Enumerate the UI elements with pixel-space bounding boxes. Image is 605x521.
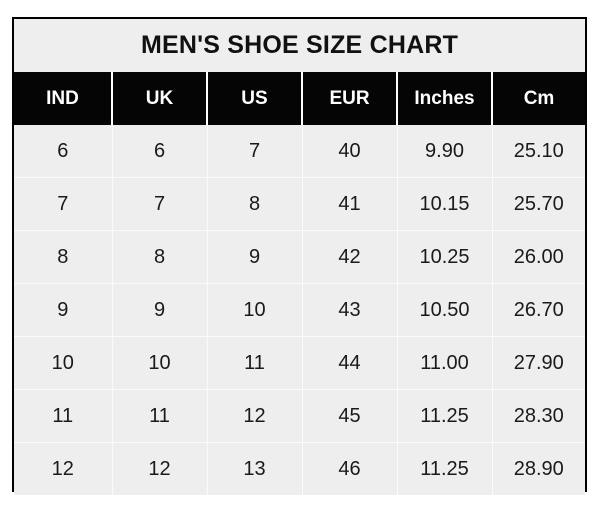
cell-inches: 10.50 bbox=[397, 283, 493, 337]
cell-eur: 42 bbox=[302, 230, 398, 284]
cell-ind: 11 bbox=[14, 389, 113, 443]
table-row: 6 6 7 40 9.90 25.10 bbox=[14, 125, 585, 178]
cell-uk: 11 bbox=[112, 389, 208, 443]
cell-eur: 44 bbox=[302, 336, 398, 390]
cell-cm: 25.10 bbox=[492, 125, 585, 178]
table-row: 12 12 13 46 11.25 28.90 bbox=[14, 442, 585, 495]
shoe-size-table: IND UK US EUR Inches Cm 6 6 7 40 9.90 25.10 7 7 8 41 10… bbox=[14, 72, 585, 495]
table-header: IND UK US EUR Inches Cm bbox=[14, 72, 585, 125]
column-header-ind: IND bbox=[14, 72, 113, 125]
cell-ind: 12 bbox=[14, 442, 113, 495]
size-chart-container: MEN'S SHOE SIZE CHART IND UK US EUR Inches Cm… bbox=[12, 17, 587, 495]
cell-inches: 10.15 bbox=[397, 177, 493, 231]
table-row: 10 10 11 44 11.00 27.90 bbox=[14, 336, 585, 390]
table-row: 7 7 8 41 10.15 25.70 bbox=[14, 177, 585, 231]
cell-uk: 7 bbox=[112, 177, 208, 231]
cell-uk: 9 bbox=[112, 283, 208, 337]
cell-us: 13 bbox=[207, 442, 303, 495]
table-body: 6 6 7 40 9.90 25.10 7 7 8 41 10.15 25.70 8 8 9 42 10.25 2… bbox=[14, 125, 585, 495]
cell-ind: 7 bbox=[14, 177, 113, 231]
column-header-us: US bbox=[207, 72, 303, 125]
cell-cm: 27.90 bbox=[492, 336, 585, 390]
cell-eur: 40 bbox=[302, 125, 398, 178]
cell-inches: 11.25 bbox=[397, 389, 493, 443]
column-header-uk: UK bbox=[112, 72, 208, 125]
table-header-row: IND UK US EUR Inches Cm bbox=[14, 72, 585, 125]
cell-uk: 12 bbox=[112, 442, 208, 495]
cell-us: 9 bbox=[207, 230, 303, 284]
cell-us: 8 bbox=[207, 177, 303, 231]
table-row: 8 8 9 42 10.25 26.00 bbox=[14, 230, 585, 284]
cell-uk: 6 bbox=[112, 125, 208, 178]
cell-inches: 11.00 bbox=[397, 336, 493, 390]
column-header-eur: EUR bbox=[302, 72, 398, 125]
cell-inches: 11.25 bbox=[397, 442, 493, 495]
cell-us: 7 bbox=[207, 125, 303, 178]
cell-ind: 8 bbox=[14, 230, 113, 284]
column-header-inches: Inches bbox=[397, 72, 493, 125]
cell-inches: 9.90 bbox=[397, 125, 493, 178]
cell-cm: 28.90 bbox=[492, 442, 585, 495]
cell-eur: 45 bbox=[302, 389, 398, 443]
cell-ind: 10 bbox=[14, 336, 113, 390]
page-title: MEN'S SHOE SIZE CHART bbox=[140, 31, 459, 59]
cell-eur: 46 bbox=[302, 442, 398, 495]
cell-ind: 6 bbox=[14, 125, 113, 178]
cell-cm: 26.70 bbox=[492, 283, 585, 337]
cell-us: 10 bbox=[207, 283, 303, 337]
table-row: 9 9 10 43 10.50 26.70 bbox=[14, 283, 585, 337]
cell-inches: 10.25 bbox=[397, 230, 493, 284]
cell-uk: 8 bbox=[112, 230, 208, 284]
cell-cm: 28.30 bbox=[492, 389, 585, 443]
cell-ind: 9 bbox=[14, 283, 113, 337]
cell-uk: 10 bbox=[112, 336, 208, 390]
cell-cm: 26.00 bbox=[492, 230, 585, 284]
cell-us: 11 bbox=[207, 336, 303, 390]
cell-eur: 41 bbox=[302, 177, 398, 231]
table-row: 11 11 12 45 11.25 28.30 bbox=[14, 389, 585, 443]
chart-title-band: MEN'S SHOE SIZE CHART bbox=[14, 19, 585, 72]
cell-cm: 25.70 bbox=[492, 177, 585, 231]
column-header-cm: Cm bbox=[492, 72, 585, 125]
cell-us: 12 bbox=[207, 389, 303, 443]
cell-eur: 43 bbox=[302, 283, 398, 337]
